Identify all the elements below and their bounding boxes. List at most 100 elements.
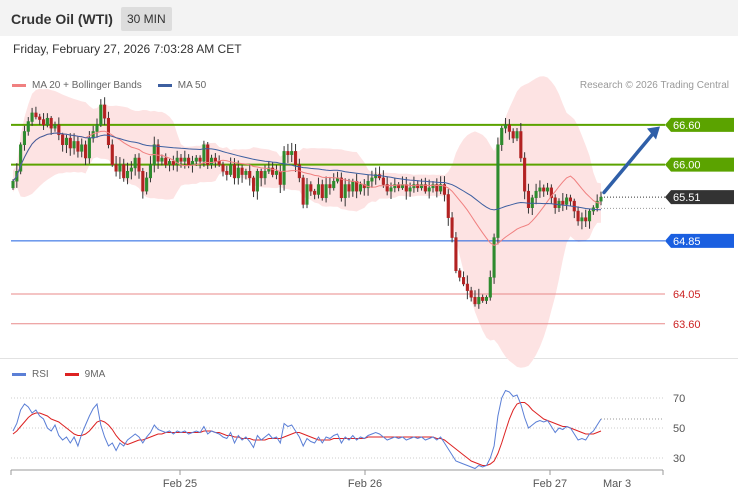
candle-body xyxy=(477,297,481,305)
candle-body xyxy=(278,171,282,185)
bollinger-bands xyxy=(13,76,601,368)
candle-body xyxy=(595,200,599,208)
candle-body xyxy=(194,157,198,162)
candle-body xyxy=(198,157,202,162)
candle-body xyxy=(423,184,427,192)
candle-body xyxy=(190,161,195,165)
candle-body xyxy=(358,184,363,192)
candle-body xyxy=(221,164,225,172)
candle-body xyxy=(545,187,550,192)
candle-body xyxy=(339,177,343,199)
candle-body xyxy=(374,174,378,179)
candle-body xyxy=(332,180,336,189)
candle-body xyxy=(187,157,191,165)
candle-body xyxy=(328,184,332,189)
candle-body xyxy=(446,194,450,218)
candle-body xyxy=(576,210,580,222)
candle-body xyxy=(473,297,477,305)
candle-body xyxy=(72,141,76,149)
candle-body xyxy=(206,144,210,165)
candle-body xyxy=(320,184,324,199)
candle-body xyxy=(171,161,175,165)
level-label-66.00: 66.00 xyxy=(665,157,734,172)
candle-body xyxy=(183,157,187,162)
candle-body xyxy=(519,131,523,159)
rsi-line xyxy=(12,389,602,470)
candle-body xyxy=(561,200,565,205)
candle-body xyxy=(343,184,347,199)
rsi-swatch xyxy=(12,373,26,376)
candle-body xyxy=(553,197,557,208)
candle-body xyxy=(435,184,439,192)
candle-body xyxy=(393,184,397,189)
candle-body xyxy=(313,190,317,195)
candle-body xyxy=(530,197,534,208)
moving-averages xyxy=(12,130,602,246)
candle-body xyxy=(244,171,248,175)
candle-body xyxy=(179,157,183,162)
rsi-level-label-30: 30 xyxy=(673,453,685,465)
legend-label-rsi: RSI xyxy=(32,369,49,380)
candle-body xyxy=(64,137,69,145)
candle-body xyxy=(431,184,435,189)
candle-body xyxy=(347,184,351,192)
candle-body xyxy=(305,184,309,205)
candle-body xyxy=(125,171,130,179)
candle-body xyxy=(232,164,237,179)
candle-body xyxy=(133,157,137,169)
candle-body xyxy=(251,177,256,192)
candle-body xyxy=(129,167,133,172)
level-value: 66.60 xyxy=(673,120,701,132)
level-label-64.85: 64.85 xyxy=(665,233,734,248)
candle-body xyxy=(538,187,542,192)
candle-body xyxy=(458,270,462,278)
candle-body xyxy=(481,297,485,301)
candle-body xyxy=(271,167,275,175)
candle-body xyxy=(439,184,443,192)
level-labels: 66.60 66.00 65.51 64.85 64.05 63.60 xyxy=(665,117,734,331)
candle-body xyxy=(450,217,454,238)
candle-body xyxy=(488,277,492,298)
candle-body xyxy=(408,187,412,192)
timeframe-badge[interactable]: 30 MIN xyxy=(121,7,172,31)
candle-body xyxy=(137,157,141,172)
level-value: 63.60 xyxy=(673,319,701,331)
candle-body xyxy=(145,177,149,192)
candle-body xyxy=(584,217,588,222)
candle-body xyxy=(416,184,420,189)
candle-body xyxy=(106,117,111,145)
candle-body xyxy=(503,124,508,129)
candle-body xyxy=(248,171,252,179)
candle-body xyxy=(87,137,91,159)
candle-body xyxy=(114,164,118,172)
candle-body xyxy=(156,144,160,162)
x-tick-label: Feb 27 xyxy=(533,478,567,490)
legend-label-9ma: 9MA xyxy=(84,369,106,380)
candle-body xyxy=(599,196,603,202)
legend-label-ma20: MA 20 + Bollinger Bands xyxy=(32,80,142,91)
candle-body xyxy=(496,144,500,238)
candle-body xyxy=(225,171,229,175)
candle-body xyxy=(41,119,46,126)
level-label-65.51: 65.51 xyxy=(665,190,734,205)
candle-body xyxy=(209,157,214,165)
rsi-ma-swatch xyxy=(64,373,79,376)
rsi-legend: RSI 9MA xyxy=(12,369,121,380)
ma50-line xyxy=(12,132,602,211)
rsi-level-label-50: 50 xyxy=(673,423,685,435)
ma20-swatch xyxy=(12,84,26,87)
candle-body xyxy=(164,157,168,165)
candle-body xyxy=(19,144,23,172)
candle-body xyxy=(160,157,164,162)
candle-body xyxy=(49,117,53,129)
candle-body xyxy=(45,117,49,126)
level-label-63.60: 63.60 xyxy=(673,319,701,331)
level-label-64.05: 64.05 xyxy=(673,289,701,301)
ma20-line xyxy=(12,130,602,246)
candle-body xyxy=(316,184,321,195)
bollinger-band-area xyxy=(13,76,601,368)
candle-body xyxy=(141,171,145,192)
candle-body xyxy=(290,151,294,155)
candle-body xyxy=(240,167,244,175)
